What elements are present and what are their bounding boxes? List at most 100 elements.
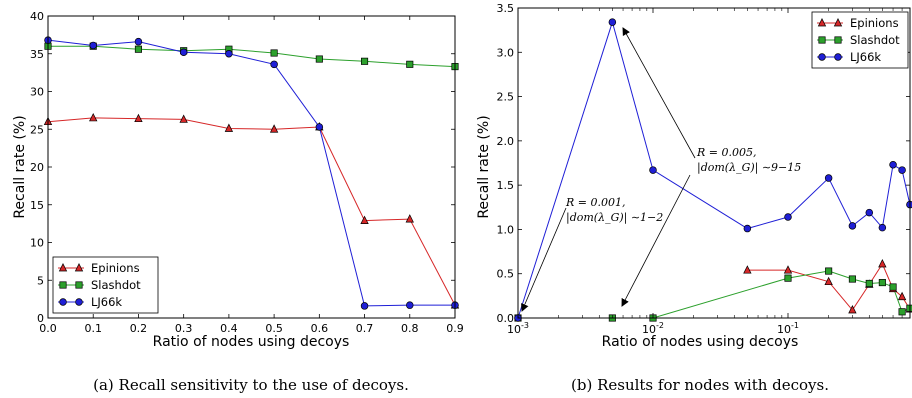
x-tick-label-a: 0.5 bbox=[265, 322, 283, 335]
data-point-b-epinions bbox=[848, 305, 857, 314]
b-legend-marker-lj66k bbox=[834, 53, 842, 61]
y-tick-label-a: 15 bbox=[30, 199, 44, 212]
legend-a: Epinions Slashdot LJ66k bbox=[52, 256, 159, 314]
data-point-a-epinions bbox=[360, 215, 369, 224]
caption-b: (b) Results for nodes with decoys. bbox=[571, 376, 829, 394]
y-tick-label-b: 3.5 bbox=[497, 2, 515, 15]
y-tick-label-a: 10 bbox=[30, 237, 44, 250]
data-point-b-epinions bbox=[878, 258, 887, 268]
y-tick-label-a: 25 bbox=[30, 123, 44, 136]
data-point-a-slashdot bbox=[361, 57, 369, 65]
annotation-a2-line1: R = 0.005, bbox=[696, 146, 756, 159]
data-point-b-lj66k bbox=[848, 222, 857, 230]
data-point-b-slashdot bbox=[784, 274, 792, 282]
x-tick-label-b: 10-3 bbox=[507, 321, 529, 336]
y-axis-label-b: Recall rate (%) bbox=[476, 115, 492, 218]
data-point-b-epinions bbox=[743, 265, 752, 274]
x-axis-label-b: Ratio of nodes using decoys bbox=[602, 334, 799, 350]
x-tick-label-a: 0.4 bbox=[220, 322, 238, 335]
data-point-b-lj66k bbox=[784, 213, 792, 221]
x-tick-label-a: 0.3 bbox=[175, 322, 193, 335]
data-point-b-lj66k bbox=[608, 18, 617, 26]
y-tick-label-b: 1.0 bbox=[497, 223, 515, 236]
y-tick-label-b: 0.5 bbox=[497, 268, 515, 281]
data-point-a-epinions bbox=[269, 124, 279, 133]
annotation-a1-line1: R = 0.001, bbox=[565, 196, 625, 209]
chart-b: 10-3 10-2 10-1 0.0 0.5 1.0 1.5 2.0 2.5 3.0 3.5 R … bbox=[476, 2, 912, 394]
data-point-b-lj66k bbox=[898, 166, 906, 174]
data-point-a-lj66k bbox=[225, 49, 233, 58]
data-point-b-slashdot bbox=[878, 279, 886, 287]
y-tick-label-b: 2.0 bbox=[497, 135, 515, 148]
data-point-a-epinions bbox=[89, 112, 98, 122]
a-legend-marker-lj66k bbox=[75, 298, 83, 306]
y-tick-label-a: 5 bbox=[37, 274, 44, 287]
x-tick-label-a: 0.8 bbox=[401, 322, 419, 335]
data-point-b-lj66k bbox=[906, 200, 912, 209]
a-legend-marker-lj66k bbox=[59, 298, 67, 306]
data-point-a-lj66k bbox=[89, 41, 97, 50]
data-point-a-lj66k bbox=[270, 60, 278, 69]
data-point-b-epinions bbox=[897, 291, 907, 301]
b-legend-label-lj66k: LJ66k bbox=[850, 50, 881, 64]
y-tick-label-b: 0.0 bbox=[497, 312, 515, 325]
legend-b: Epinions Slashdot LJ66k bbox=[811, 11, 909, 69]
a-legend-marker-epinions bbox=[58, 263, 68, 272]
data-point-a-epinions bbox=[224, 123, 234, 132]
data-point-a-slashdot bbox=[270, 49, 278, 57]
data-point-b-lj66k bbox=[865, 208, 874, 217]
data-point-a-lj66k bbox=[360, 302, 369, 310]
series-line-a-lj66k bbox=[47, 39, 455, 307]
annotation-arrow-3 bbox=[621, 174, 691, 307]
data-point-a-lj66k bbox=[315, 123, 324, 131]
data-point-b-slashdot bbox=[865, 279, 873, 288]
x-axis-label-a: Ratio of nodes using decoys bbox=[153, 334, 350, 350]
data-point-b-slashdot bbox=[848, 275, 856, 283]
data-point-b-slashdot bbox=[889, 283, 897, 291]
series-line-a-slashdot bbox=[48, 45, 456, 68]
data-point-a-lj66k bbox=[134, 37, 143, 46]
a-legend-label-slashdot: Slashdot bbox=[91, 278, 141, 292]
y-axis-label-a: Recall rate (%) bbox=[12, 115, 28, 218]
x-tick-label-a: 0.9 bbox=[446, 322, 464, 335]
data-point-a-epinions bbox=[134, 113, 143, 123]
b-legend-marker-slashdot bbox=[834, 36, 842, 44]
data-point-b-lj66k bbox=[824, 174, 833, 182]
data-point-b-slashdot bbox=[825, 267, 833, 275]
y-tick-label-a: 0 bbox=[37, 312, 44, 325]
data-point-b-epinions bbox=[783, 265, 793, 274]
data-point-b-lj66k bbox=[878, 223, 887, 232]
y-tick-label-b: 1.5 bbox=[497, 179, 515, 192]
annotation-arrow-1 bbox=[521, 207, 567, 312]
series-line-a-epinions bbox=[47, 117, 456, 306]
x-tick-label-a: 0.2 bbox=[130, 322, 148, 335]
y-tick-label-a: 20 bbox=[30, 161, 44, 174]
annotation-arrow-2 bbox=[622, 27, 696, 159]
annotation-a2-line2: |dom(λ_G)| ∼9−15 bbox=[697, 161, 801, 175]
data-point-b-lj66k bbox=[889, 161, 897, 169]
y-tick-label-a: 40 bbox=[30, 10, 44, 23]
data-point-b-slashdot bbox=[906, 304, 912, 312]
b-legend-label-epinions: Epinions bbox=[850, 16, 899, 30]
data-point-b-lj66k bbox=[743, 224, 752, 233]
data-point-a-slashdot bbox=[134, 45, 142, 53]
y-tick-label-a: 30 bbox=[30, 86, 44, 99]
data-point-a-epinions bbox=[405, 214, 414, 223]
data-point-a-slashdot bbox=[406, 60, 414, 68]
b-legend-label-slashdot: Slashdot bbox=[850, 33, 900, 47]
y-tick-label-b: 2.5 bbox=[497, 91, 515, 104]
x-tick-label-b: 10-2 bbox=[642, 321, 664, 336]
x-tick-label-a: 0.7 bbox=[356, 322, 374, 335]
a-legend-marker-slashdot bbox=[59, 281, 67, 289]
y-tick-label-a: 35 bbox=[30, 48, 44, 61]
data-point-a-lj66k bbox=[179, 48, 188, 56]
a-legend-label-lj66k: LJ66k bbox=[91, 295, 122, 309]
chart-a: 0.0 0.1 0.2 0.3 0.4 0.5 0.6 0.7 0.8 0.9 0 5 10 15 20 2… bbox=[12, 10, 464, 394]
a-legend-marker-slashdot bbox=[75, 281, 83, 289]
data-point-a-lj66k bbox=[406, 301, 414, 309]
a-legend-label-epinions: Epinions bbox=[91, 261, 140, 275]
b-legend-marker-lj66k bbox=[818, 53, 826, 61]
y-tick-label-b: 3.0 bbox=[497, 46, 515, 59]
b-legend-marker-epinions bbox=[817, 18, 827, 27]
